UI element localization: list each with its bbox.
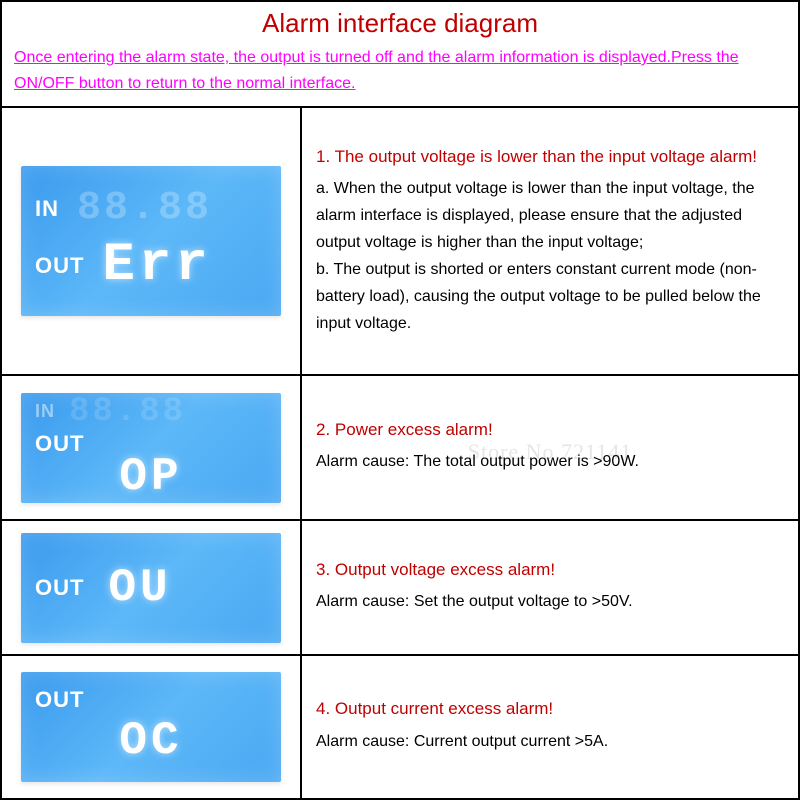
alarm-row-1: IN 88.88 OUT Err 1. The output voltage i… xyxy=(2,108,798,376)
lcd-value-err: Err xyxy=(102,235,211,296)
alarm-body-3: Alarm cause: Set the output voltage to >… xyxy=(316,587,784,617)
alarm-body-4: Alarm cause: Current output current >5A. xyxy=(316,727,784,757)
lcd-cell-3: OUT OU xyxy=(2,521,302,654)
lcd-label-in: IN xyxy=(35,196,59,222)
alarm-row-4: OUT OC 4. Output current excess alarm! A… xyxy=(2,656,798,798)
diagram-container: Alarm interface diagram Once entering th… xyxy=(0,0,800,800)
lcd-cell-2: IN 88.88 OUT OP xyxy=(2,376,302,519)
text-cell-2: Store No.721141 2. Power excess alarm! A… xyxy=(302,376,798,519)
lcd-display-op: IN 88.88 OUT OP xyxy=(21,393,281,503)
lcd-cell-1: IN 88.88 OUT Err xyxy=(2,108,302,374)
lcd-display-err: IN 88.88 OUT Err xyxy=(21,166,281,316)
lcd-ghost-digits: 88.88 xyxy=(69,393,186,431)
lcd-value-op: OP xyxy=(119,451,182,503)
lcd-label-out: OUT xyxy=(35,575,84,601)
page-title: Alarm interface diagram xyxy=(14,8,786,39)
lcd-label-out: OUT xyxy=(35,253,84,279)
alarm-body-1: a. When the output voltage is lower than… xyxy=(316,175,784,338)
alarm-heading-2: 2. Power excess alarm! xyxy=(316,418,784,442)
header: Alarm interface diagram Once entering th… xyxy=(2,2,798,108)
lcd-value-ou: OU xyxy=(108,562,171,614)
lcd-cell-4: OUT OC xyxy=(2,656,302,798)
alarm-heading-4: 4. Output current excess alarm! xyxy=(316,697,784,721)
text-cell-1: 1. The output voltage is lower than the … xyxy=(302,108,798,374)
text-cell-3: 3. Output voltage excess alarm! Alarm ca… xyxy=(302,521,798,654)
page-subtitle: Once entering the alarm state, the outpu… xyxy=(14,45,786,96)
alarm-heading-1: 1. The output voltage is lower than the … xyxy=(316,145,784,169)
lcd-display-ou: OUT OU xyxy=(21,533,281,643)
lcd-ghost-digits: 88.88 xyxy=(77,186,212,231)
alarm-body-2: Alarm cause: The total output power is >… xyxy=(316,447,784,477)
alarm-row-2: IN 88.88 OUT OP Store No.721141 2. Power… xyxy=(2,376,798,521)
lcd-label-in: IN xyxy=(35,401,55,422)
lcd-label-out: OUT xyxy=(35,687,84,713)
alarm-row-3: OUT OU 3. Output voltage excess alarm! A… xyxy=(2,521,798,656)
alarm-heading-3: 3. Output voltage excess alarm! xyxy=(316,558,784,582)
lcd-display-oc: OUT OC xyxy=(21,672,281,782)
lcd-value-oc: OC xyxy=(119,715,182,767)
text-cell-4: 4. Output current excess alarm! Alarm ca… xyxy=(302,656,798,798)
